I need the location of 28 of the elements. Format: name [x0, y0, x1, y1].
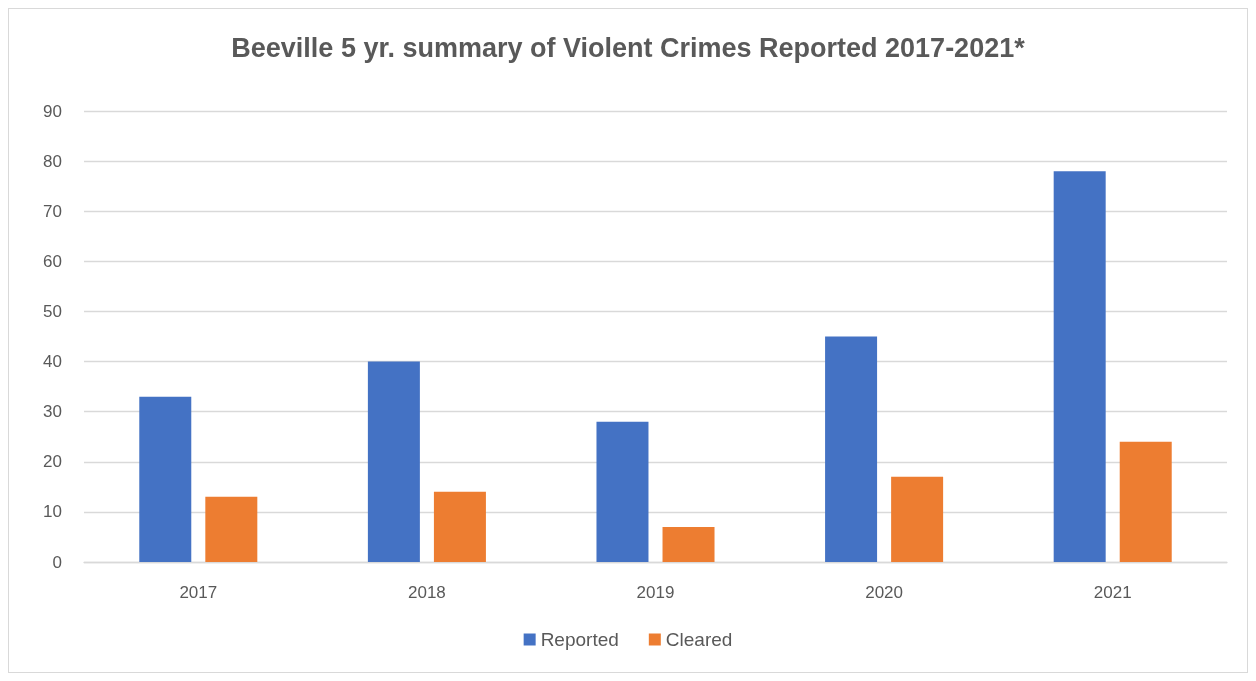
y-tick-label: 60 — [43, 251, 62, 271]
y-tick-label: 90 — [43, 101, 62, 121]
y-tick-label: 80 — [43, 151, 62, 171]
x-tick-label: 2021 — [1093, 583, 1132, 602]
y-tick-label: 70 — [43, 201, 62, 221]
bar — [205, 496, 258, 562]
y-tick-label: 10 — [43, 502, 62, 522]
bar — [596, 421, 649, 562]
bar — [433, 491, 486, 562]
bar — [662, 526, 715, 562]
x-tick-label: 2017 — [179, 583, 218, 602]
x-tick-label: 2018 — [407, 583, 446, 602]
legend-label: Cleared — [665, 629, 733, 650]
x-tick-label: 2019 — [636, 583, 675, 602]
bar — [825, 336, 878, 562]
y-tick-label: 0 — [52, 552, 62, 572]
y-tick-label: 40 — [43, 352, 62, 372]
bar — [139, 396, 192, 562]
x-tick-label: 2020 — [865, 583, 904, 602]
chart-title: Beeville 5 yr. summary of Violent Crimes Reported 2017-2021* — [231, 32, 1026, 63]
bar — [1053, 171, 1106, 562]
legend-label: Reported — [540, 629, 619, 650]
y-tick-label: 50 — [43, 301, 62, 321]
bar — [1119, 441, 1172, 562]
y-tick-label: 20 — [43, 452, 62, 472]
bar — [367, 361, 420, 562]
bar — [891, 476, 944, 562]
y-tick-label: 30 — [43, 402, 62, 422]
